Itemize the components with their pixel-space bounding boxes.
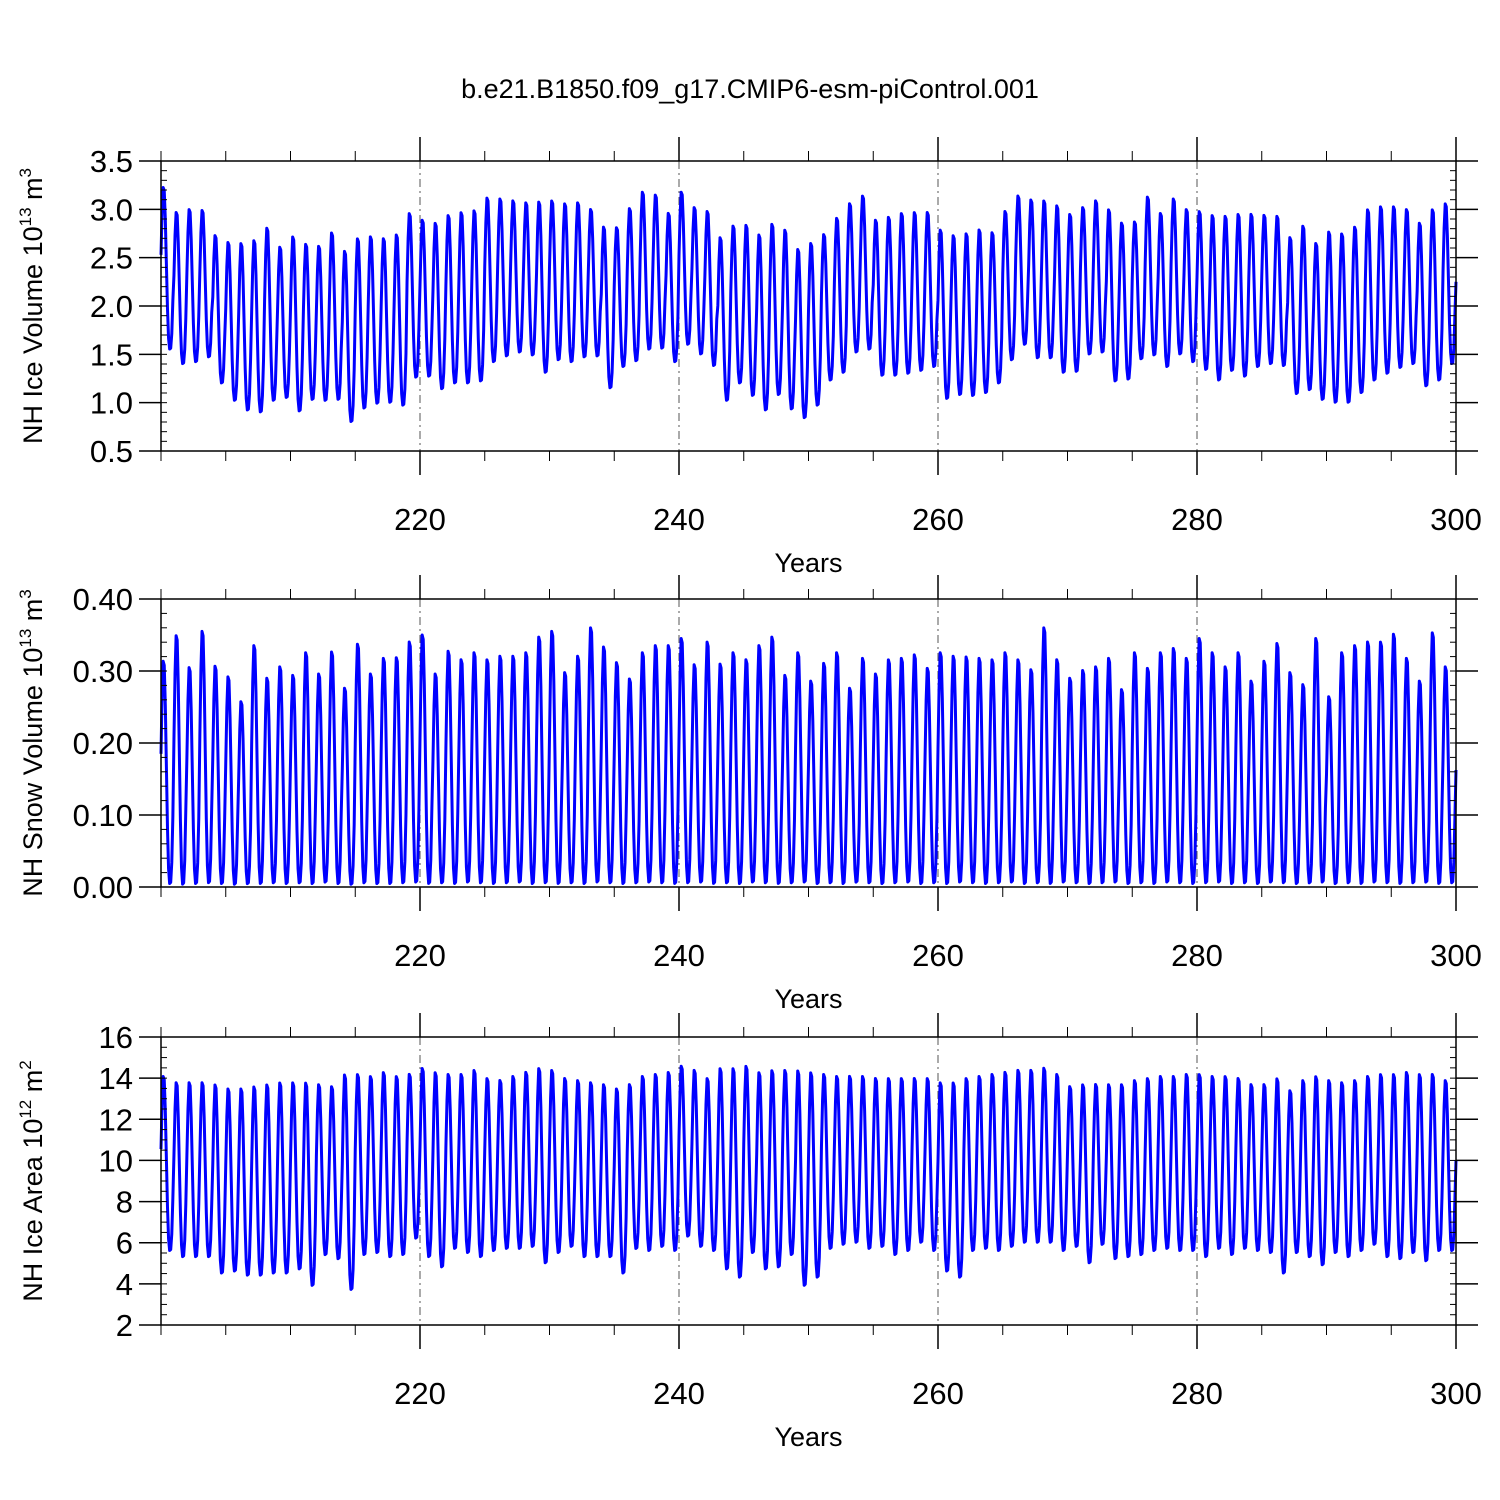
y-tick-label: 1.5: [90, 337, 133, 372]
x-tick-label: 220: [394, 1376, 446, 1411]
figure-title: b.e21.B1850.f09_g17.CMIP6-esm-piControl.…: [461, 74, 1039, 104]
y-tick-label: 2.0: [90, 289, 133, 324]
x-tick-label: 220: [394, 938, 446, 973]
x-tick-label: 240: [653, 938, 705, 973]
y-axis-title: NH Ice Volume 1013 m3: [16, 168, 48, 444]
x-tick-label: 260: [912, 1376, 964, 1411]
y-tick-label: 14: [99, 1061, 133, 1096]
y-axis-title-part: NH Snow Volume 10: [18, 648, 48, 897]
y-tick-label: 0.00: [73, 870, 133, 905]
y-tick-label: 2.5: [90, 241, 133, 276]
y-axis-title: NH Snow Volume 1013 m3: [16, 589, 48, 897]
y-tick-label: 0.30: [73, 654, 133, 689]
x-tick-label: 280: [1171, 502, 1223, 537]
x-axis-title: Years: [774, 984, 842, 1014]
y-tick-label: 4: [116, 1267, 133, 1302]
y-axis-title: NH Ice Area 1012 m2: [16, 1060, 48, 1301]
y-axis-title-exponent: 2: [16, 1060, 35, 1069]
x-tick-label: 300: [1430, 502, 1482, 537]
y-tick-label: 6: [116, 1226, 133, 1261]
y-axis-title-part: NH Ice Area 10: [18, 1119, 48, 1302]
y-tick-label: 8: [116, 1185, 133, 1220]
y-axis-title-exponent: 13: [16, 629, 35, 648]
y-axis-title-part: m: [18, 177, 48, 207]
x-tick-label: 240: [653, 502, 705, 537]
x-axis-title: Years: [774, 548, 842, 578]
y-tick-label: 0.10: [73, 798, 133, 833]
x-tick-label: 280: [1171, 1376, 1223, 1411]
x-tick-label: 260: [912, 938, 964, 973]
x-tick-label: 220: [394, 502, 446, 537]
y-axis-title-part: m: [18, 1070, 48, 1100]
y-axis-title-exponent: 3: [16, 589, 35, 598]
x-tick-label: 240: [653, 1376, 705, 1411]
y-tick-label: 3.5: [90, 144, 133, 179]
x-tick-label: 260: [912, 502, 964, 537]
y-tick-label: 0.40: [73, 582, 133, 617]
y-axis-title-exponent: 13: [16, 207, 35, 226]
y-tick-label: 16: [99, 1020, 133, 1055]
ice-volume-panel: 0.5 1.0 1.5 2.0 2.5 3.0 3.5 220 240 260 280 300 Year…: [16, 137, 1482, 578]
y-tick-label: 2: [116, 1308, 133, 1343]
y-tick-label: 0.5: [90, 434, 133, 469]
y-tick-label: 1.0: [90, 386, 133, 421]
y-axis-title-part: NH Ice Volume 10: [18, 226, 48, 444]
y-axis-title-exponent: 3: [16, 168, 35, 177]
y-tick-label: 10: [99, 1143, 133, 1178]
x-tick-label: 280: [1171, 938, 1223, 973]
x-axis-title: Years: [774, 1422, 842, 1452]
y-axis-title-exponent: 12: [16, 1100, 35, 1119]
y-axis-title-part: m: [18, 599, 48, 629]
snow-volume-panel: 0.00 0.10 0.20 0.30 0.40 220 240 260 280 300 Years…: [16, 575, 1482, 1014]
ice-area-series-line: [159, 1064, 1458, 1291]
y-tick-label: 12: [99, 1102, 133, 1137]
y-tick-label: 3.0: [90, 192, 133, 227]
x-tick-label: 300: [1430, 1376, 1482, 1411]
y-tick-label: 0.20: [73, 726, 133, 761]
ice-volume-series-line: [159, 186, 1458, 424]
ice-area-panel: 2 4 6 8 10 12 14 16 220 240 260 280 300 Years NH Ice A…: [16, 1013, 1482, 1452]
x-tick-label: 300: [1430, 938, 1482, 973]
snow-volume-series-line: [159, 626, 1458, 886]
